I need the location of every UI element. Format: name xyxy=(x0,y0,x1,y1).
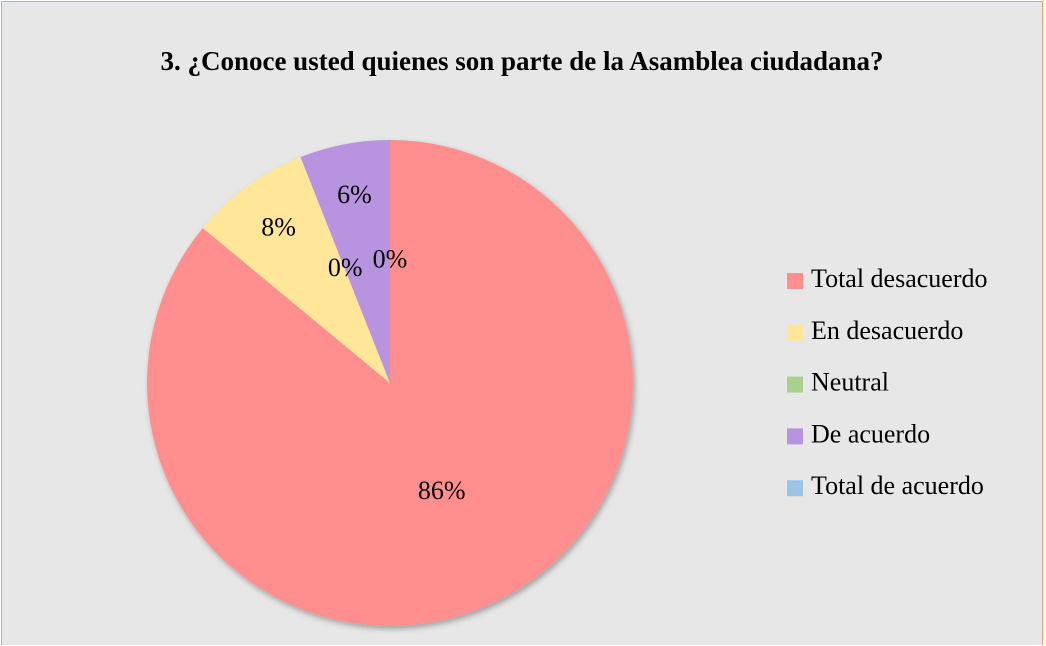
legend-label: En desacuerdo xyxy=(811,316,963,345)
pie xyxy=(146,140,633,626)
pie-slice xyxy=(300,140,390,383)
legend-label: De acuerdo xyxy=(811,419,930,448)
legend-label: Total de acuerdo xyxy=(811,471,984,500)
legend-swatch xyxy=(787,480,803,497)
legend-label: Total desacuerdo xyxy=(811,264,988,293)
pie-slice xyxy=(202,157,390,383)
data-label: 86% xyxy=(418,476,466,505)
data-label: 0% xyxy=(328,253,363,282)
legend-swatch xyxy=(787,273,803,289)
chart-title: 3. ¿Conoce usted quienes son parte de la… xyxy=(160,46,884,76)
data-label: 8% xyxy=(261,213,296,242)
legend-label: Neutral xyxy=(811,368,889,397)
legend-swatch xyxy=(787,428,803,445)
data-label: 6% xyxy=(337,180,372,209)
legend-swatch xyxy=(787,324,803,341)
data-label: 0% xyxy=(373,244,408,273)
legend-swatch xyxy=(787,376,803,393)
